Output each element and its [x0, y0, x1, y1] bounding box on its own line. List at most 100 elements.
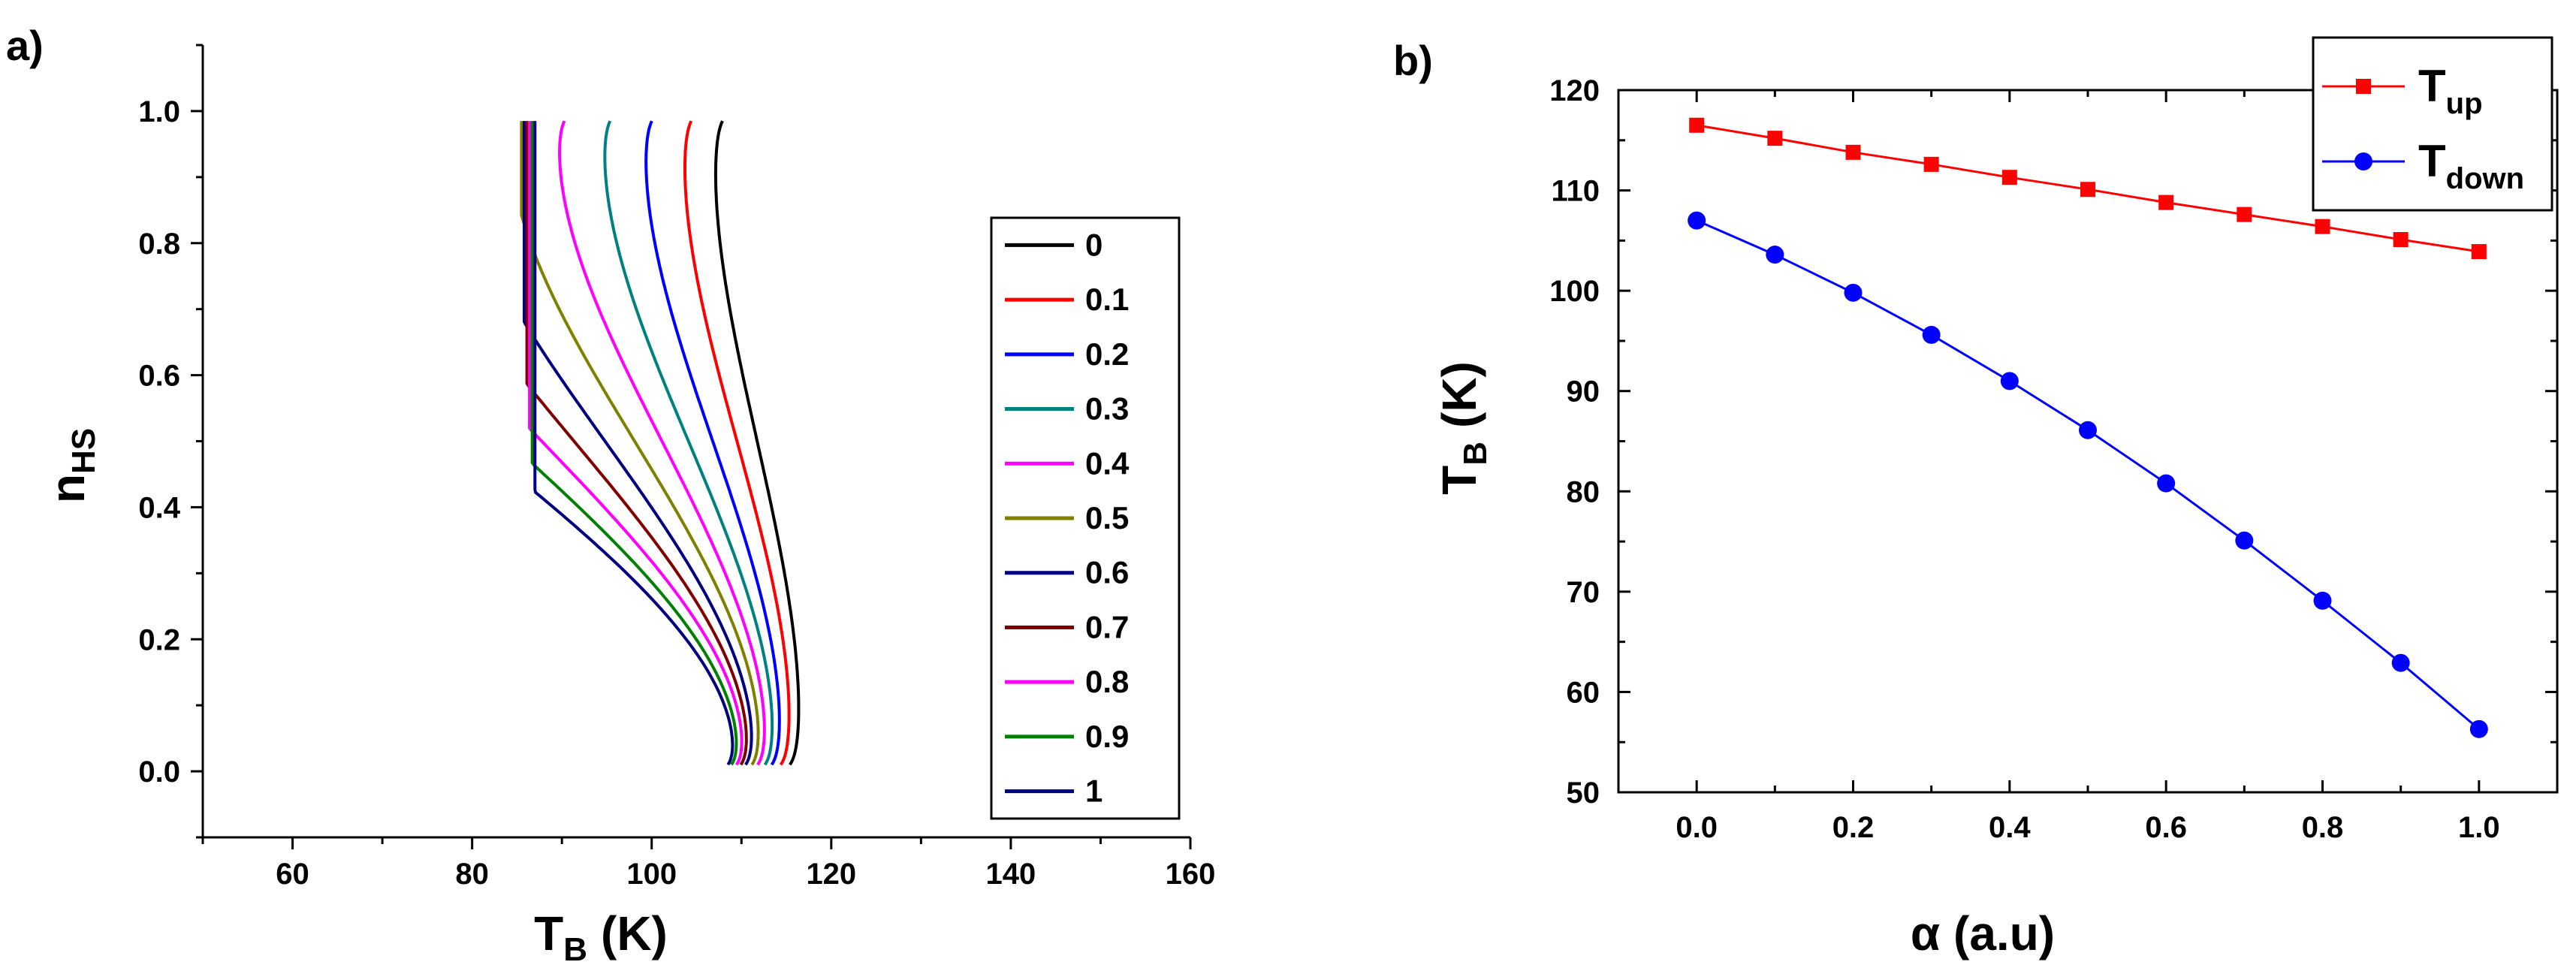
chart-a-y-tick-label: 0.4: [138, 491, 180, 524]
chart-b-y-tick-label: 50: [1567, 777, 1600, 810]
chart-a-legend-label: 0: [1085, 227, 1102, 262]
chart-b-y-tick-label: 100: [1549, 275, 1600, 308]
chart-b-y-tick-label: 90: [1567, 375, 1600, 409]
chart-a-curve-1: [533, 121, 734, 766]
chart-a-x-title-main: T: [534, 906, 563, 960]
chart-a-x-tick-label: 140: [986, 858, 1036, 891]
chart-b-series: [1688, 117, 2488, 738]
chart-b-legend-marker: [2354, 152, 2372, 170]
chart-b-y-tick-label: 70: [1567, 576, 1600, 609]
chart-a-x-tick-label: 60: [276, 858, 309, 891]
chart-a-legend-label: 0.4: [1085, 445, 1130, 481]
chart-b-y-tick-label: 110: [1551, 175, 1600, 208]
chart-a-x-title-sub: B: [563, 931, 587, 962]
chart-b-point-down: [1688, 211, 1706, 230]
chart-b-x-tick-label: 0.8: [2302, 811, 2344, 844]
chart-b-y-tick-label: 80: [1567, 475, 1600, 508]
chart-b-axes: 0.0 0.2 0.4 0.6 0.8 1.0 50 60 70 80 90 100 110 120: [1549, 74, 2559, 844]
chart-a-curve-0: [713, 120, 801, 766]
chart-b-point-up: [1923, 156, 1939, 172]
chart-a-x-tick-label: 100: [626, 858, 677, 891]
chart-a-legend-label: 0.6: [1085, 555, 1129, 590]
chart-b-point-up: [1689, 117, 1705, 133]
chart-b-point-down: [1922, 325, 1941, 344]
chart-a-y-title: nHS: [41, 428, 102, 503]
chart-a-curve-0-2: [644, 120, 781, 766]
chart-a-legend-label: 1: [1085, 774, 1102, 809]
chart-a-legend-label: 0.3: [1085, 391, 1129, 427]
chart-b-point-down: [2235, 531, 2254, 550]
chart-a-y-tick-label: 0.6: [138, 360, 180, 393]
chart-a-x-title-unit: (K): [601, 906, 668, 960]
chart-a-legend-label: 0.7: [1085, 609, 1129, 644]
chart-a-curve-0-4: [558, 120, 766, 766]
chart-b-legend-label: Tup: [2418, 61, 2483, 120]
chart-b-point-down: [2157, 474, 2176, 493]
chart-b-point-up: [2237, 207, 2252, 222]
chart-b-line-down: [1696, 219, 2480, 731]
chart-b-point-down: [2469, 719, 2488, 738]
chart-b-point-up: [2315, 219, 2330, 234]
chart-b-legend-box: [2312, 36, 2553, 212]
chart-b-legend-label-sub: up: [2446, 87, 2483, 120]
chart-b-point-up: [1845, 144, 1861, 160]
chart-b-x-tick-label: 0.4: [1989, 811, 2031, 844]
chart-a-y-tick-label: 0.8: [138, 228, 180, 261]
chart-a-x-tick-label: 80: [455, 858, 489, 891]
chart-a-legend-label: 0.8: [1085, 664, 1129, 699]
chart-b-point-up: [2393, 232, 2409, 248]
chart-b-point-down: [2079, 421, 2097, 439]
chart-b-x-tick-label: 1.0: [2458, 811, 2500, 844]
chart-b-y-title-main: T: [1432, 466, 1486, 495]
chart-b-legend-label: Tdown: [2418, 136, 2524, 195]
chart-b-y-title-unit: (K): [1432, 361, 1486, 428]
chart-b-point-down: [2000, 372, 2019, 391]
chart-b-legend-label-main: T: [2418, 136, 2446, 186]
chart-b-point-down: [1844, 283, 1863, 302]
chart-a-legend: 0 0.1 0.2 0.3 0.4 0.5 0.6 0.7 0.8 0.9 1: [990, 216, 1181, 820]
chart-a-curve-0-3: [603, 120, 774, 766]
chart-a-x-tick-label: 160: [1166, 858, 1216, 891]
chart-a-y-tick-label: 1.0: [138, 95, 180, 128]
chart-b-point-up: [2080, 182, 2095, 198]
chart-a-y-tick-label: 0.0: [138, 755, 180, 789]
chart-a-axes: 60 80 100 120 140 160 0.0 0.2 0.4 0.6 0.8 1.0: [138, 44, 1216, 891]
chart-b-point-down: [1766, 246, 1784, 264]
chart-a-curve-0-9: [530, 121, 738, 766]
chart-a-legend-label: 0.2: [1085, 336, 1129, 372]
chart-b-x-tick-label: 0.6: [2145, 811, 2187, 844]
panel-b-label: b): [1393, 37, 1433, 84]
chart-b-point-up: [1767, 131, 1783, 146]
chart-b-legend-marker: [2356, 79, 2371, 94]
chart-a-x-title: TB (K): [534, 906, 668, 962]
chart-a-legend-label: 0.1: [1085, 282, 1129, 317]
chart-b-x-tick-label: 0.2: [1832, 811, 1875, 844]
chart-a-curve-0-1: [683, 120, 791, 766]
chart-b-y-tick-label: 60: [1567, 676, 1600, 709]
chart-a-curve-0-8: [528, 121, 744, 766]
chart-b-legend-label-sub: down: [2446, 162, 2524, 195]
chart-b-y-title-sub: B: [1457, 442, 1494, 466]
chart-b-point-up: [2001, 170, 2017, 185]
chart-a-y-tick-label: 0.2: [138, 623, 180, 656]
chart-a-y-title-main: n: [41, 474, 95, 503]
panel-a-label: a): [6, 22, 44, 69]
chart-b-legend-label-main: T: [2418, 61, 2446, 111]
chart-a-curve-0-7: [525, 121, 748, 766]
chart-a-legend-label: 0.9: [1085, 719, 1129, 754]
chart-b-point-down: [2313, 591, 2332, 610]
chart-b-point-up: [2471, 244, 2487, 260]
chart-a-legend-label: 0.5: [1085, 500, 1129, 535]
chart-a-curves: [520, 120, 801, 766]
chart-b-y-title: TB (K): [1432, 361, 1494, 495]
chart-a-curve-0-6: [523, 121, 753, 766]
chart-a-y-title-sub: HS: [65, 428, 102, 474]
chart-b-point-up: [2158, 195, 2174, 210]
chart-b-y-tick-label: 120: [1549, 74, 1600, 107]
chart-b-x-title: α (a.u): [1911, 906, 2055, 960]
chart-b: 0.0 0.2 0.4 0.6 0.8 1.0 50 60 70 80 90 100 110 120 Tu…: [1432, 36, 2559, 960]
chart-a-x-tick-label: 120: [806, 858, 856, 891]
